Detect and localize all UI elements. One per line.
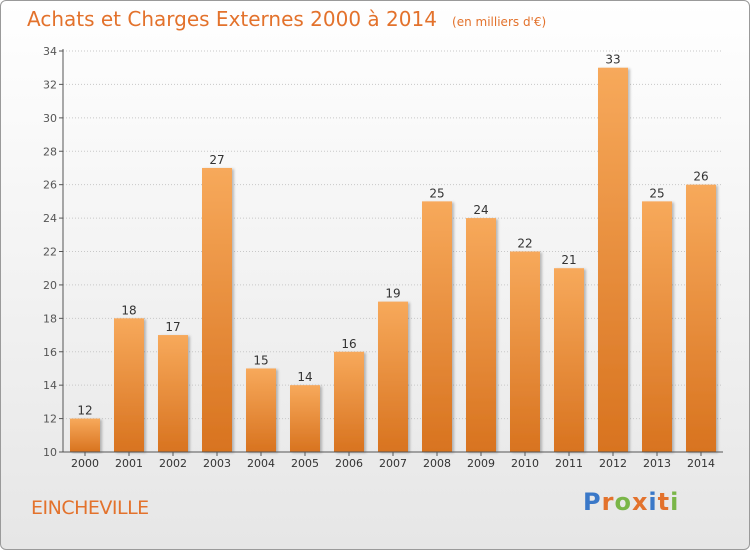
x-tick-label: 2006 (335, 457, 363, 470)
bar (202, 167, 232, 453)
y-tick-label: 22 (43, 246, 57, 259)
logo-letter: o (614, 488, 632, 516)
data-label: 19 (385, 287, 400, 301)
x-tick-label: 2005 (291, 457, 319, 470)
bar (686, 184, 716, 452)
logo-letter: i (648, 488, 658, 516)
data-label: 14 (297, 370, 312, 384)
y-tick-label: 16 (43, 346, 57, 359)
x-tick-label: 2008 (423, 457, 451, 470)
x-tick-label: 2010 (511, 457, 539, 470)
data-label: 24 (473, 203, 488, 217)
data-label: 21 (561, 253, 576, 267)
y-tick-label: 26 (43, 179, 57, 192)
y-tick-label: 10 (43, 446, 57, 459)
x-tick-label: 2012 (599, 457, 627, 470)
data-label: 17 (165, 320, 180, 334)
data-label: 26 (693, 170, 708, 184)
bar (378, 301, 408, 452)
data-label: 22 (517, 237, 532, 251)
y-tick-label: 24 (43, 212, 57, 225)
y-tick-label: 28 (43, 145, 57, 158)
bar (466, 218, 496, 452)
chart-unit-label: (en milliers d'€) (452, 15, 547, 29)
logo-letter: x (631, 488, 649, 516)
logo-letter: P (583, 488, 602, 516)
chart-title: Achats et Charges Externes 2000 à 2014 (27, 7, 437, 31)
logo-letter: i (670, 488, 680, 516)
bar (510, 251, 540, 452)
bar (334, 351, 364, 452)
bar (642, 201, 672, 452)
bar (554, 268, 584, 452)
proxiti-logo: Proxiti (583, 488, 679, 516)
data-label: 25 (649, 186, 664, 200)
x-tick-label: 2002 (159, 457, 187, 470)
bars (70, 67, 716, 453)
data-label: 18 (121, 303, 136, 317)
bar (290, 385, 320, 452)
y-tick-label: 34 (43, 45, 57, 58)
data-label: 15 (253, 353, 268, 367)
x-tick-label: 2000 (71, 457, 99, 470)
bar (422, 201, 452, 452)
x-tick-label: 2007 (379, 457, 407, 470)
y-tick-label: 30 (43, 112, 57, 125)
data-label: 33 (605, 53, 620, 67)
logo-letter: r (601, 488, 615, 516)
y-tick-label: 20 (43, 279, 57, 292)
chart-title-block: Achats et Charges Externes 2000 à 2014 (… (27, 7, 546, 31)
bar (70, 418, 100, 452)
y-tick-label: 14 (43, 379, 57, 392)
x-tick-label: 2003 (203, 457, 231, 470)
bar (114, 318, 144, 452)
y-tick-label: 32 (43, 78, 57, 91)
bar (598, 67, 628, 452)
bar (246, 368, 276, 452)
y-tick-label: 12 (43, 413, 57, 426)
x-tick-label: 2009 (467, 457, 495, 470)
x-tick-label: 2013 (643, 457, 671, 470)
logo-letter: t (657, 488, 671, 516)
axes (59, 49, 723, 456)
data-label: 16 (341, 337, 356, 351)
x-tick-label: 2004 (247, 457, 275, 470)
labels: 10 12 14 16 18 20 22 24 26 28 30 32 34 12 2000 18 2001 17… (43, 45, 715, 470)
data-label: 27 (209, 153, 224, 167)
data-label: 25 (429, 186, 444, 200)
bar (158, 335, 188, 452)
y-tick-label: 18 (43, 312, 57, 325)
data-label: 12 (77, 404, 92, 418)
x-tick-label: 2014 (687, 457, 715, 470)
commune-name: EINCHEVILLE (31, 497, 149, 519)
x-tick-label: 2011 (555, 457, 583, 470)
x-tick-label: 2001 (115, 457, 143, 470)
